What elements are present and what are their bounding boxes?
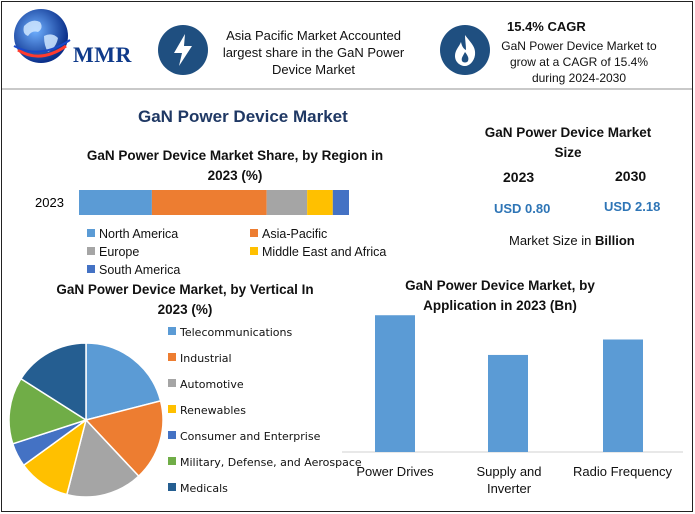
cagr-line: during 2024-2030	[531, 71, 627, 85]
lightning-icon	[174, 34, 192, 66]
legend-swatch	[168, 483, 176, 491]
legend-swatch	[168, 353, 176, 361]
legend-label: North America	[99, 227, 179, 241]
category-label: 2023	[35, 195, 64, 210]
legend-swatch	[87, 229, 95, 237]
application-chart-title-line: GaN Power Device Market, by	[405, 278, 595, 293]
vertical-chart-title: GaN Power Device Market, by Vertical In …	[35, 280, 335, 320]
globe-icon	[13, 9, 71, 63]
app-category-line: Power Drives	[356, 464, 434, 479]
flame-badge	[440, 25, 490, 75]
region-chart-title-line: 2023 (%)	[207, 168, 263, 183]
flame-icon	[455, 35, 476, 66]
legend-item-middle-east-africa: Middle East and Africa	[250, 245, 386, 259]
vertical-pie-chart	[8, 342, 164, 498]
legend-item-europe: Europe	[87, 245, 139, 259]
region-highlight-line: Asia Pacific Market Accounted	[226, 28, 401, 43]
app-category-line: Supply and	[476, 464, 542, 479]
pie-slice-industrial	[84, 399, 164, 478]
legend-label: Middle East and Africa	[262, 245, 387, 259]
mmr-logo: MMR	[10, 6, 140, 68]
legend-label: Consumer and Enterprise	[180, 430, 321, 443]
legend-swatch	[168, 379, 176, 387]
region-stacked-bar-chart: 2023	[35, 190, 349, 215]
bar-segment-asia-pacific	[151, 190, 267, 215]
bar-segment-europe	[266, 190, 308, 215]
legend-item-consumer: Consumer and Enterprise	[168, 430, 320, 443]
application-chart-title-line: Application in 2023 (Bn)	[423, 298, 577, 313]
legend-label: Industrial	[180, 352, 232, 365]
legend-label: South America	[99, 263, 181, 277]
legend-label: Europe	[99, 245, 140, 259]
app-category-line: Radio Frequency	[573, 464, 672, 479]
pie-slice-military-defense-and-aerospace	[8, 377, 88, 445]
region-chart-title-line: GaN Power Device Market Share, by Region…	[86, 148, 384, 163]
cagr-line: GaN Power Device Market to	[501, 39, 657, 53]
legend-swatch	[168, 405, 176, 413]
lightning-badge	[158, 25, 208, 75]
logo-text: MMR	[73, 42, 132, 67]
region-highlight-line: Device Market	[271, 62, 356, 77]
vertical-chart-title-line: 2023 (%)	[157, 302, 213, 317]
app-category-label: Power Drives	[345, 463, 445, 480]
region-highlight-line: largest share in the GaN Power	[222, 45, 405, 60]
legend-swatch	[250, 229, 258, 237]
vertical-chart-title-line: GaN Power Device Market, by Vertical In	[56, 282, 314, 297]
legend-item-medicals: Medicals	[168, 482, 228, 495]
legend-item-telecom: Telecommunications	[168, 326, 292, 339]
legend-swatch	[168, 327, 176, 335]
market-size-title: GaN Power Device Market Size	[468, 123, 668, 163]
market-size-title-line: GaN Power Device Market	[484, 125, 652, 140]
legend-label: Asia-Pacific	[262, 227, 328, 241]
application-bar-chart	[342, 315, 683, 453]
legend-label: Medicals	[180, 482, 228, 495]
market-size-title-line: Size	[554, 145, 582, 160]
app-category-label: Supply and Inverter	[459, 463, 559, 497]
pie-slice-telecommunications	[85, 342, 162, 421]
legend-item-military: Military, Defense, and Aerospace	[168, 456, 362, 469]
app-category-label: Radio Frequency	[565, 463, 680, 480]
legend-label: Telecommunications	[180, 326, 293, 339]
pie-slice-medicals	[19, 342, 87, 422]
unit-prefix: Market Size in	[509, 233, 595, 248]
legend-item-asia-pacific: Asia-Pacific	[250, 227, 327, 241]
legend-item-automotive: Automotive	[168, 378, 244, 391]
bar-application	[488, 354, 528, 452]
legend-item-renewables: Renewables	[168, 404, 246, 417]
unit-bold: Billion	[594, 233, 635, 248]
bar-application	[603, 339, 643, 452]
size-value-2030: USD 2.18	[604, 199, 661, 214]
legend-label: Automotive	[180, 378, 244, 391]
bar-segment-middle-east-and-africa	[307, 190, 333, 215]
legend-item-north-america: North America	[87, 227, 178, 241]
cagr-line: grow at a CAGR of 15.4%	[509, 55, 649, 69]
cagr-text: GaN Power Device Market to grow at a CAG…	[494, 38, 664, 86]
legend-label: Military, Defense, and Aerospace	[180, 456, 362, 469]
legend-swatch	[87, 265, 95, 273]
legend-item-south-america: South America	[87, 263, 180, 277]
application-chart-title: GaN Power Device Market, by Application …	[370, 276, 630, 316]
bar-application	[375, 315, 415, 452]
region-chart-title: GaN Power Device Market Share, by Region…	[60, 146, 410, 186]
page-title: GaN Power Device Market	[138, 107, 348, 126]
pie-slice-automotive	[65, 418, 140, 498]
size-year-2023: 2023	[503, 169, 535, 185]
header-divider	[2, 88, 692, 90]
size-year-2030: 2030	[615, 168, 647, 184]
cagr-title: 15.4% CAGR	[507, 19, 586, 34]
app-category-line: Inverter	[486, 481, 532, 496]
bar-segment-south-america	[332, 190, 349, 215]
legend-swatch	[250, 247, 258, 255]
legend-swatch	[168, 431, 176, 439]
size-value-2023: USD 0.80	[494, 201, 551, 216]
legend-swatch	[87, 247, 95, 255]
region-highlight-text: Asia Pacific Market Accounted largest sh…	[216, 27, 411, 78]
legend-label: Renewables	[180, 404, 246, 417]
legend-swatch	[168, 457, 176, 465]
bar-segment-north-america	[79, 190, 152, 215]
market-size-unit: Market Size in Billion	[509, 233, 635, 248]
legend-item-industrial: Industrial	[168, 352, 232, 365]
